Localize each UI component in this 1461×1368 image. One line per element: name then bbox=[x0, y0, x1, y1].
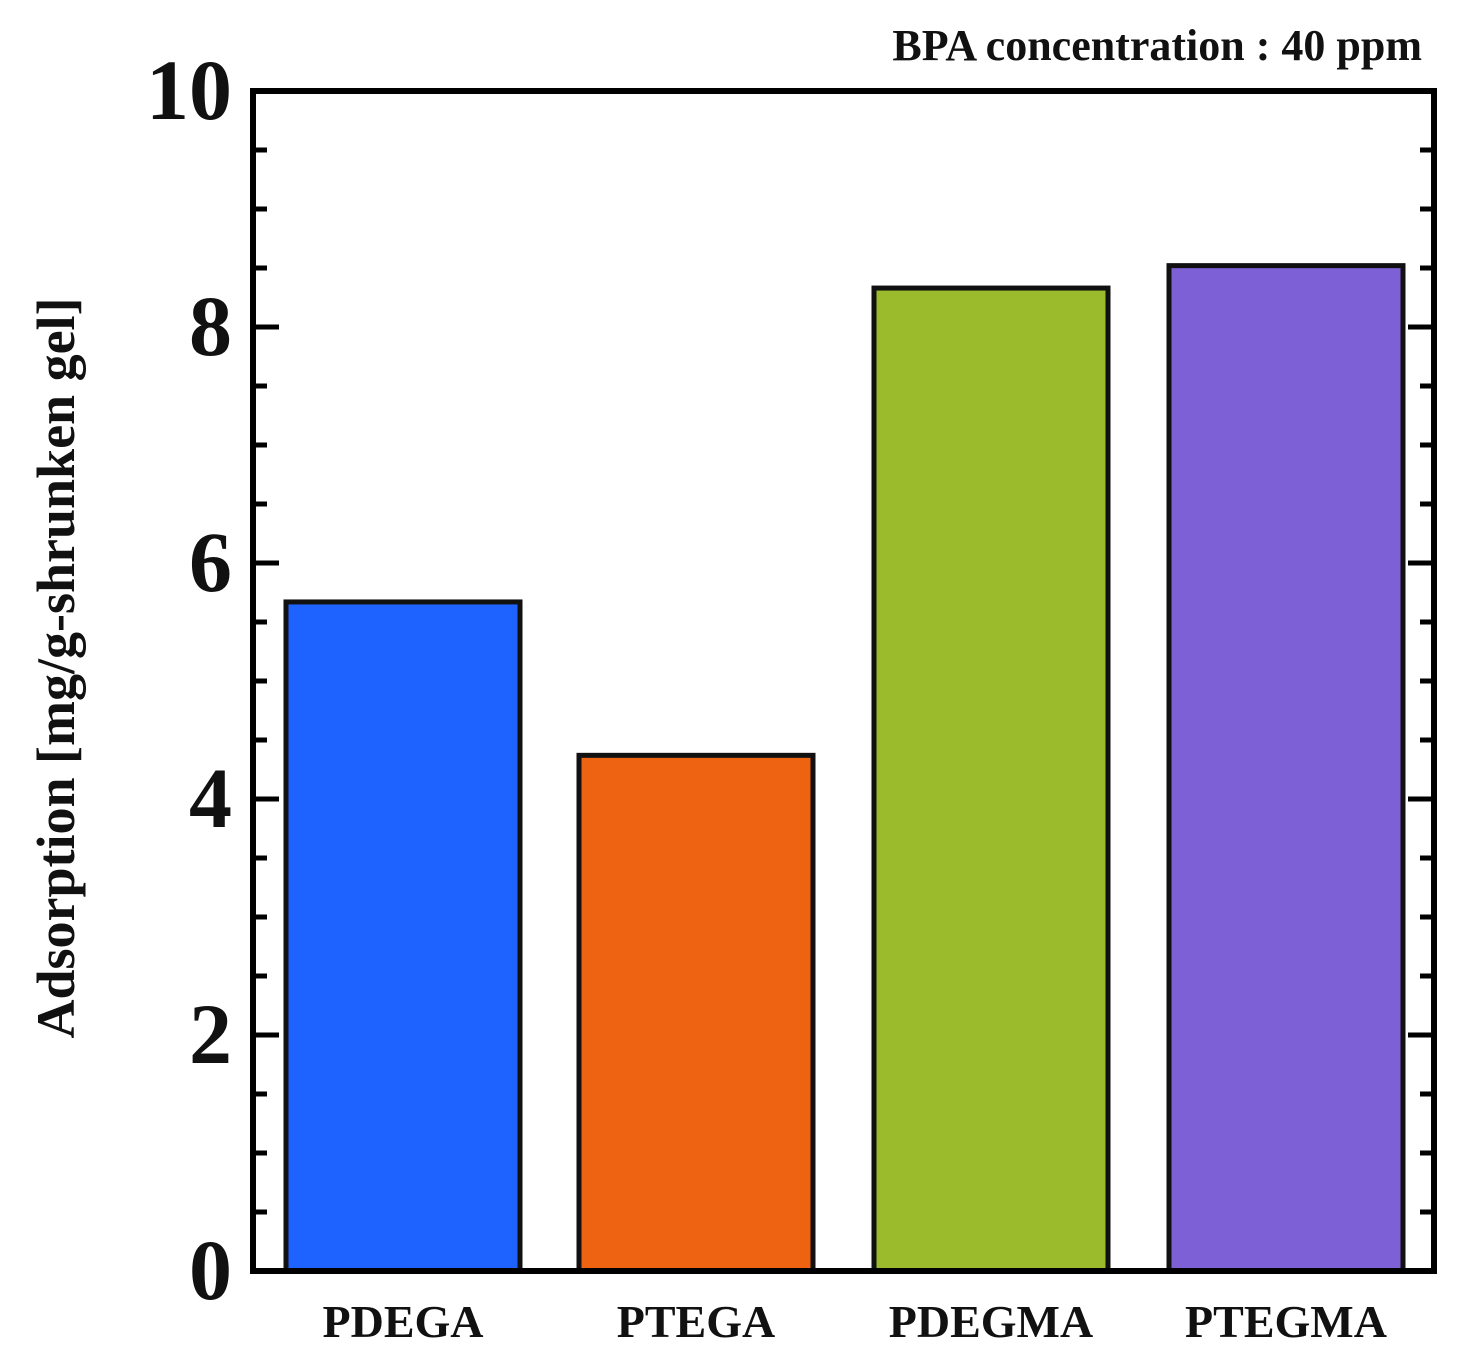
labels-layer: 0 2 4 6 8 10 PDEGA PTEGA PDEGMA PTEGMA bbox=[146, 42, 1387, 1347]
bar-ptega bbox=[576, 752, 816, 1274]
y-tick-label-4: 4 bbox=[189, 750, 232, 846]
bars-layer bbox=[283, 263, 1406, 1274]
x-category-label-ptegma: PTEGMA bbox=[1185, 1296, 1387, 1347]
y-tick-label-0: 0 bbox=[189, 1222, 232, 1318]
chart-annotation: BPA concentration : 40 ppm bbox=[892, 21, 1422, 70]
plot-frame bbox=[250, 88, 1437, 1274]
bar-pdega bbox=[283, 599, 523, 1274]
y-tick-label-2: 2 bbox=[189, 986, 232, 1082]
bar-pdegma bbox=[871, 285, 1111, 1274]
x-category-label-pdega: PDEGA bbox=[323, 1296, 484, 1347]
bar-ptegma bbox=[1166, 263, 1406, 1274]
y-tick-label-10: 10 bbox=[146, 42, 232, 138]
y-axis-label: Adsorption [mg/g-shrunken gel] bbox=[26, 297, 86, 1038]
y-tick-label-6: 6 bbox=[189, 514, 232, 610]
x-category-label-ptega: PTEGA bbox=[617, 1296, 775, 1347]
y-tick-label-8: 8 bbox=[189, 278, 232, 374]
x-category-label-pdegma: PDEGMA bbox=[889, 1296, 1093, 1347]
